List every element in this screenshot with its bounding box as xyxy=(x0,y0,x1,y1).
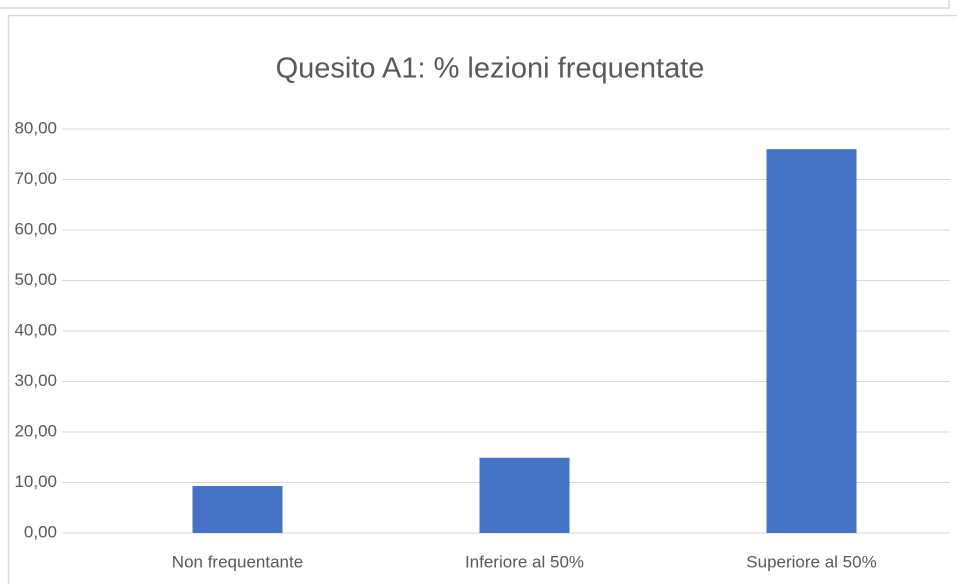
y-tick-label: 60,00 xyxy=(14,219,57,238)
y-tick-label: 20,00 xyxy=(14,421,57,440)
x-tick-label: Superiore al 50% xyxy=(746,552,876,571)
y-tick-label: 80,00 xyxy=(14,118,57,137)
x-tick-label: Non frequentante xyxy=(172,552,303,571)
y-tick-label: 40,00 xyxy=(14,320,57,339)
previous-chart-border xyxy=(0,0,950,9)
y-tick-label: 50,00 xyxy=(14,270,57,289)
bar xyxy=(479,457,570,533)
x-tick-label: Inferiore al 50% xyxy=(465,552,584,571)
bar xyxy=(192,486,283,533)
y-tick-label: 10,00 xyxy=(14,472,57,491)
bar xyxy=(766,149,857,533)
y-tick-label: 30,00 xyxy=(14,371,57,390)
y-tick-label: 0,00 xyxy=(24,522,57,541)
y-tick-label: 70,00 xyxy=(14,169,57,188)
chart-title: Quesito A1: % lezioni frequentate xyxy=(276,53,705,85)
